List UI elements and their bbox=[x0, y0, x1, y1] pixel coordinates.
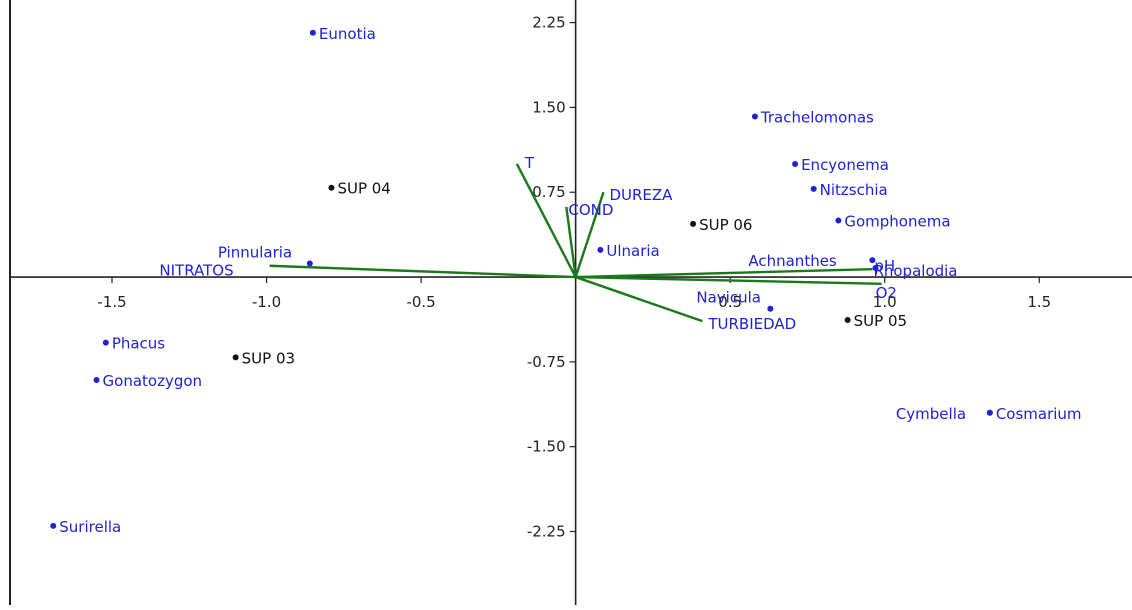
x-tick-label: 1.0 bbox=[873, 293, 897, 311]
vector-label: DUREZA bbox=[609, 186, 673, 204]
axes: -1.5 -1.0 -0.5 0.5 1.0 1.5 2.25 1.50 0.75 -0.75 -1… bbox=[9, 0, 1132, 605]
site-point bbox=[690, 220, 697, 227]
taxon-point bbox=[767, 305, 774, 312]
y-tick-label: -2.25 bbox=[527, 522, 566, 540]
taxon-label: Surirella bbox=[59, 518, 121, 536]
vector-label: pH bbox=[874, 257, 895, 275]
vector-label: COND bbox=[568, 201, 613, 219]
taxon-label: Pinnularia bbox=[218, 243, 292, 261]
vector-label: TURBIEDAD bbox=[707, 315, 796, 333]
taxon-label: Rhopalodia bbox=[873, 262, 957, 280]
taxon-point bbox=[835, 217, 842, 224]
taxon-label: Navicula bbox=[696, 289, 761, 307]
vector-arrow bbox=[575, 275, 703, 323]
y-tick-label: 1.50 bbox=[532, 98, 565, 116]
taxon-point bbox=[309, 29, 316, 36]
y-tick-label: -0.75 bbox=[527, 353, 566, 371]
x-tick-label: 1.5 bbox=[1027, 293, 1051, 311]
taxon-label: Eunotia bbox=[319, 25, 376, 43]
taxon-label: Encyonema bbox=[801, 156, 889, 174]
data-points: Eunotia Trachelomonas Encyonema Nitzschia Go… bbox=[50, 25, 1082, 536]
taxon-point bbox=[50, 522, 57, 529]
taxon-point bbox=[597, 246, 604, 253]
taxon-point bbox=[869, 257, 876, 264]
taxon-point bbox=[751, 113, 758, 120]
x-tick-label: -1.5 bbox=[97, 293, 126, 311]
site-point bbox=[844, 317, 851, 324]
taxon-label: Cymbella bbox=[896, 405, 966, 423]
site-point bbox=[328, 184, 335, 191]
vector-arrow bbox=[565, 206, 577, 278]
x-tick-label: -0.5 bbox=[406, 293, 435, 311]
taxon-label: Nitzschia bbox=[820, 181, 888, 199]
taxon-point bbox=[792, 160, 799, 167]
site-label: SUP 05 bbox=[854, 312, 907, 330]
taxon-point bbox=[986, 409, 993, 416]
taxon-label: Achnanthes bbox=[748, 252, 837, 270]
site-label: SUP 04 bbox=[337, 180, 390, 198]
vector-arrow bbox=[269, 264, 576, 279]
y-tick-label: -1.50 bbox=[527, 438, 566, 456]
taxon-point bbox=[306, 260, 313, 267]
taxon-point bbox=[102, 339, 109, 346]
x-tick-label: 0.5 bbox=[718, 293, 742, 311]
vector-arrow bbox=[574, 191, 605, 278]
vector-arrow bbox=[575, 267, 873, 279]
x-tick-label: -1.0 bbox=[252, 293, 281, 311]
vector-label: T bbox=[524, 154, 535, 172]
taxon-point bbox=[872, 265, 879, 272]
taxon-label: Gomphonema bbox=[844, 213, 950, 231]
y-tick-label: 2.25 bbox=[532, 14, 565, 32]
site-label: SUP 03 bbox=[242, 349, 295, 367]
site-point bbox=[232, 354, 239, 361]
vector-arrow bbox=[515, 163, 577, 278]
taxon-label: Cosmarium bbox=[996, 405, 1082, 423]
taxon-point bbox=[93, 376, 100, 383]
taxon-label: Ulnaria bbox=[606, 242, 659, 260]
taxon-point bbox=[810, 185, 817, 192]
taxon-label: Gonatozygon bbox=[103, 372, 203, 390]
vector-arrow bbox=[575, 275, 882, 286]
vector-label: O2 bbox=[876, 284, 897, 302]
y-tick-label: 0.75 bbox=[532, 183, 565, 201]
site-label: SUP 06 bbox=[699, 216, 752, 234]
vector-label: NITRATOS bbox=[159, 262, 233, 280]
taxon-label: Phacus bbox=[112, 335, 165, 353]
taxon-label: Trachelomonas bbox=[760, 108, 874, 126]
